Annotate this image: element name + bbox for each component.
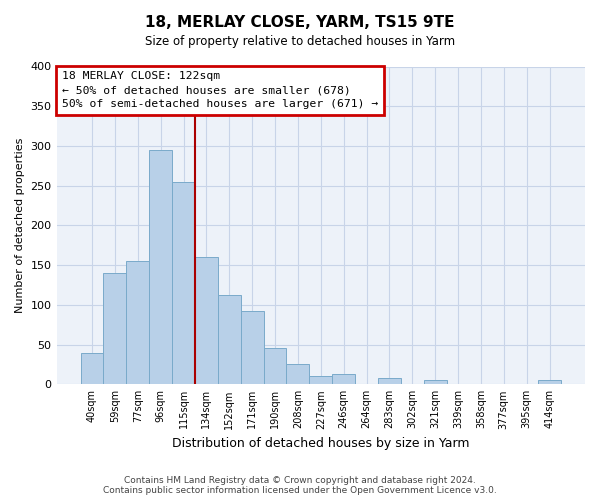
Text: 18 MERLAY CLOSE: 122sqm
← 50% of detached houses are smaller (678)
50% of semi-d: 18 MERLAY CLOSE: 122sqm ← 50% of detache… — [62, 72, 378, 110]
Bar — [332, 374, 355, 384]
Bar — [149, 150, 172, 384]
Bar — [172, 182, 195, 384]
Text: Size of property relative to detached houses in Yarm: Size of property relative to detached ho… — [145, 35, 455, 48]
Bar — [241, 311, 263, 384]
Bar — [310, 376, 332, 384]
Bar — [378, 378, 401, 384]
Bar — [103, 273, 127, 384]
Y-axis label: Number of detached properties: Number of detached properties — [15, 138, 25, 313]
Bar — [286, 364, 310, 384]
Bar — [263, 348, 286, 385]
Bar — [195, 257, 218, 384]
Bar — [127, 261, 149, 384]
X-axis label: Distribution of detached houses by size in Yarm: Distribution of detached houses by size … — [172, 437, 470, 450]
Bar — [218, 294, 241, 384]
Bar — [538, 380, 561, 384]
Text: Contains HM Land Registry data © Crown copyright and database right 2024.
Contai: Contains HM Land Registry data © Crown c… — [103, 476, 497, 495]
Bar — [80, 352, 103, 384]
Text: 18, MERLAY CLOSE, YARM, TS15 9TE: 18, MERLAY CLOSE, YARM, TS15 9TE — [145, 15, 455, 30]
Bar — [424, 380, 446, 384]
